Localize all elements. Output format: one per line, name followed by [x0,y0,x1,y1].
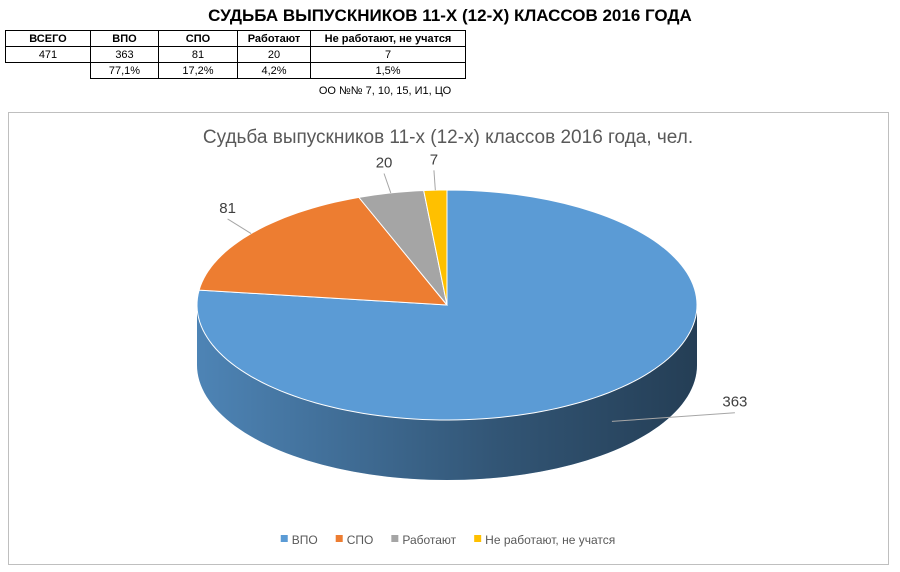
data-label: 363 [722,394,747,411]
note: ОО №№ 7, 10, 15, И1, ЦО [318,85,452,97]
percent-cell: 4,2% [237,62,311,79]
legend-label: СПО [347,533,374,547]
leader-line [227,218,252,234]
legend-label: Работают [402,533,456,547]
header-cell: ВПО [90,30,159,47]
document-title: СУДЬБА ВЫПУСКНИКОВ 11-Х (12-Х) КЛАССОВ 2… [208,6,692,25]
data-label: 20 [376,154,393,171]
leader-line [611,412,735,422]
pie-slice [423,189,448,306]
data-label: 7 [430,151,438,168]
legend-label: Не работают, не учатся [485,533,615,547]
data-label: 81 [219,200,236,217]
legend-swatch [391,535,399,542]
count-cell: 471 [5,46,91,63]
legend-swatch [474,535,482,542]
chart-title: Судьба выпускников 11-х (12-х) классов 2… [203,127,693,148]
legend: ВПО СПО Работают Не работают, не учатся [280,533,615,547]
legend-label: ВПО [292,533,318,547]
leader-line [383,173,392,194]
percent-cell: 17,2% [158,62,238,79]
legend-swatch [280,535,288,542]
legend-swatch [335,535,343,542]
count-cell: 81 [158,46,238,63]
leader-line [433,170,436,191]
summary-table: ВСЕГО ВПО СПО Работают Не работают, не у… [5,30,466,79]
pie-side-shade [197,305,697,480]
pie-slice [198,196,449,306]
percent-cell: 1,5% [310,62,466,79]
